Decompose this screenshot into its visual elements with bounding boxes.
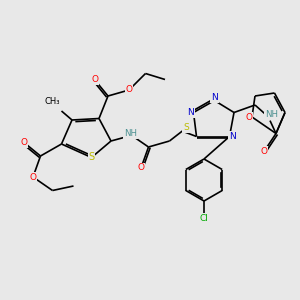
Text: NH: NH: [265, 110, 278, 118]
Text: O: O: [245, 112, 253, 122]
Text: O: O: [20, 138, 28, 147]
Text: NH: NH: [124, 129, 137, 138]
Text: Cl: Cl: [200, 214, 208, 223]
Text: S: S: [88, 152, 94, 163]
Text: O: O: [29, 172, 37, 182]
Text: O: O: [125, 85, 133, 94]
Text: S: S: [183, 123, 189, 132]
Text: N: N: [187, 108, 194, 117]
Text: O: O: [137, 164, 145, 172]
Text: CH₃: CH₃: [45, 98, 60, 106]
Text: N: N: [211, 93, 218, 102]
Text: N: N: [229, 132, 236, 141]
Text: O: O: [260, 147, 268, 156]
Text: O: O: [91, 75, 98, 84]
